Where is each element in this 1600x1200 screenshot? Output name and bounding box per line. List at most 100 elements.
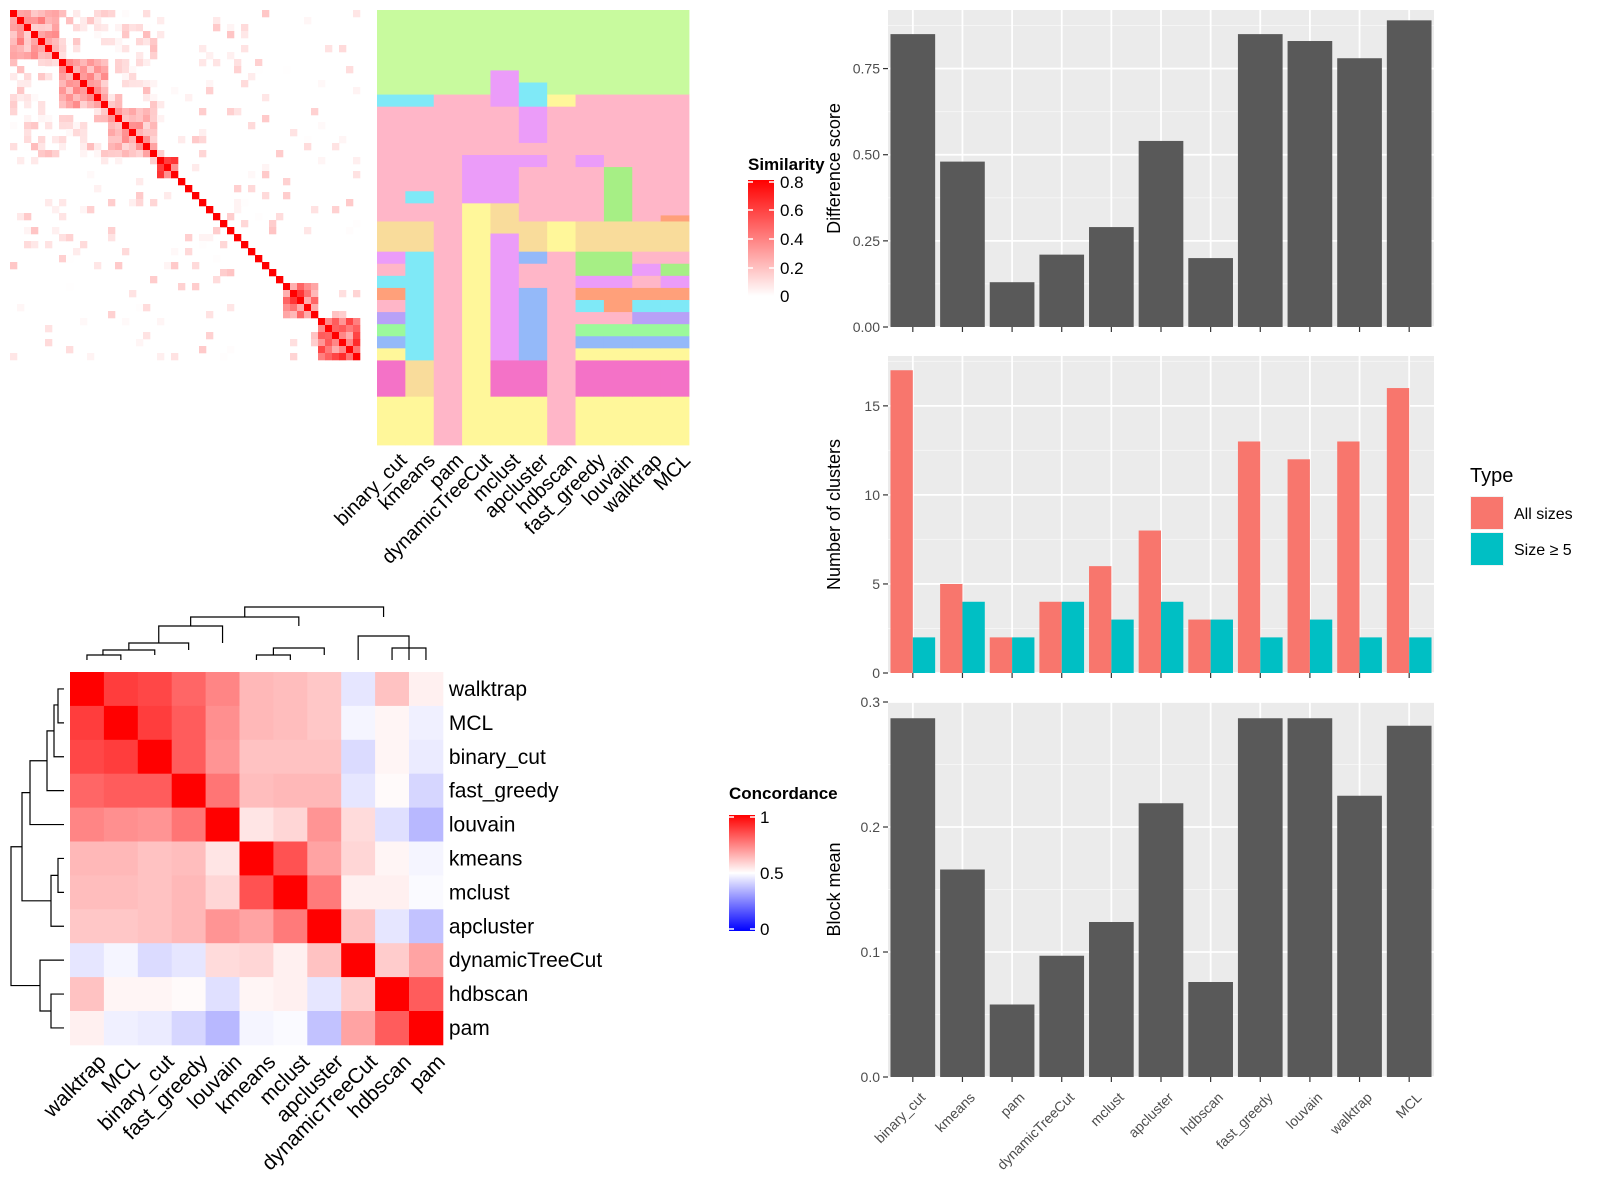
- partition-cell: [575, 300, 605, 313]
- similarity-cell: [129, 66, 137, 74]
- similarity-cell: [17, 24, 25, 32]
- similarity-legend-label: 0.2: [780, 259, 804, 278]
- similarity-cell: [227, 52, 235, 60]
- partition-cell: [632, 348, 662, 361]
- similarity-cell: [136, 136, 144, 144]
- partition-cell: [405, 251, 435, 361]
- similarity-cell: [353, 157, 361, 165]
- similarity-cell: [24, 122, 32, 130]
- similarity-cell: [80, 206, 88, 214]
- partition-cell: [405, 106, 435, 192]
- similarity-cell: [115, 150, 123, 158]
- similarity-cell: [332, 325, 340, 333]
- bar: [1237, 718, 1283, 1077]
- similarity-cell: [157, 101, 165, 109]
- dendrogram-branch: [102, 649, 156, 655]
- y-tick-label: 10: [864, 487, 880, 503]
- similarity-cell: [101, 115, 109, 123]
- partition-cell: [518, 287, 548, 361]
- similarity-cell: [290, 353, 298, 361]
- similarity-cell: [346, 339, 354, 347]
- partition-cell: [405, 221, 435, 253]
- similarity-cell: [31, 227, 39, 235]
- similarity-cell: [73, 87, 81, 95]
- similarity-cell: [38, 136, 46, 144]
- concordance-cell: [341, 807, 376, 842]
- similarity-cell: [10, 52, 18, 60]
- concordance-cell: [341, 977, 376, 1012]
- similarity-cell: [227, 213, 235, 221]
- similarity-cell: [262, 192, 270, 200]
- similarity-cell: [66, 255, 74, 263]
- partition-cell: [660, 251, 690, 265]
- concordance-cell: [375, 943, 410, 978]
- partition-cell: [632, 251, 662, 265]
- similarity-cell: [346, 346, 354, 354]
- similarity-cell: [87, 66, 95, 74]
- similarity-cell: [115, 262, 123, 270]
- similarity-cell: [311, 206, 319, 214]
- dendrogram-branch: [158, 625, 224, 643]
- x-tick-label: hdbscan: [1177, 1089, 1226, 1138]
- bar-all-sizes: [1188, 619, 1211, 673]
- similarity-cell: [339, 353, 347, 361]
- similarity-cell: [122, 59, 130, 67]
- similarity-cell: [24, 227, 32, 235]
- similarity-cell: [94, 94, 102, 102]
- concordance-row-label: fast_greedy: [449, 780, 559, 803]
- concordance-cell: [375, 807, 410, 842]
- similarity-cell: [73, 24, 81, 32]
- similarity-cell: [150, 199, 158, 207]
- similarity-cell: [304, 136, 312, 144]
- similarity-cell: [52, 17, 60, 25]
- similarity-cell: [24, 73, 32, 81]
- partition-cell: [632, 221, 662, 253]
- similarity-cell: [10, 45, 18, 53]
- similarity-cell: [353, 346, 361, 354]
- similarity-cell: [332, 332, 340, 340]
- similarity-cell: [122, 66, 130, 74]
- similarity-cell: [59, 234, 67, 242]
- similarity-cell: [234, 234, 242, 242]
- concordance-cell: [205, 705, 240, 741]
- concordance-cell: [239, 909, 274, 944]
- concordance-cell: [375, 875, 410, 910]
- y-tick-label: 15: [864, 398, 880, 414]
- similarity-cell: [143, 24, 151, 32]
- similarity-cell: [199, 136, 207, 144]
- similarity-cell: [24, 136, 32, 144]
- bar-size-ge-5: [1409, 637, 1432, 673]
- similarity-cell: [213, 17, 221, 25]
- similarity-cell: [122, 80, 130, 88]
- similarity-cell: [150, 157, 158, 165]
- similarity-cell: [311, 311, 319, 319]
- similarity-cell: [73, 101, 81, 109]
- similarity-cell: [192, 136, 200, 144]
- concordance-cell: [273, 672, 308, 707]
- similarity-cell: [318, 80, 326, 88]
- similarity-cell: [45, 339, 53, 347]
- similarity-cell: [52, 52, 60, 60]
- similarity-cell: [157, 353, 165, 361]
- concordance-cell: [171, 841, 206, 876]
- bar: [989, 282, 1035, 327]
- concordance-cell: [205, 672, 240, 707]
- similarity-cell: [101, 108, 109, 116]
- similarity-cell: [45, 199, 53, 207]
- similarity-cell: [178, 283, 186, 291]
- concordance-cell: [70, 977, 105, 1012]
- similarity-cell: [31, 24, 39, 32]
- similarity-cell: [73, 66, 81, 74]
- similarity-cell: [59, 199, 67, 207]
- similarity-cell: [150, 80, 158, 88]
- concordance-row-label: dynamicTreeCut: [449, 949, 602, 972]
- concordance-cell: [137, 909, 173, 944]
- concordance-top-dendrogram: [86, 606, 427, 660]
- concordance-cell: [409, 1011, 444, 1046]
- y-tick-label: 0.25: [853, 233, 880, 249]
- similarity-cell: [108, 234, 116, 242]
- similarity-cell: [101, 10, 109, 18]
- similarity-cell: [311, 283, 319, 291]
- concordance-cell: [375, 909, 410, 944]
